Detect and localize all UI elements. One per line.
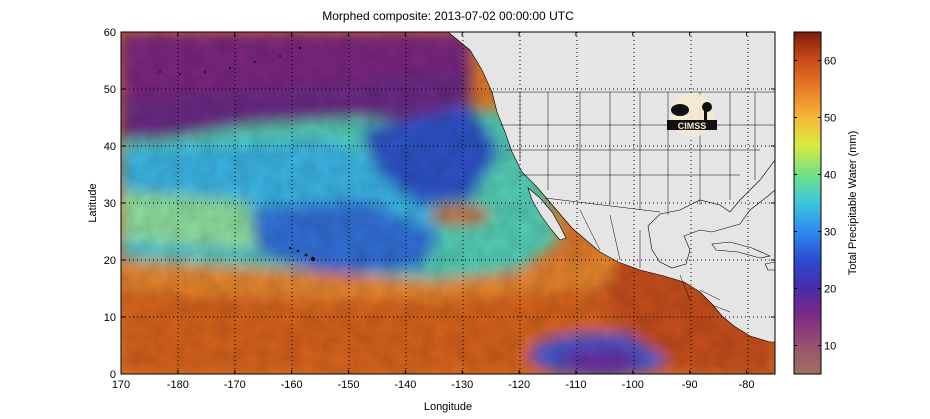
cimss-logo: CIMSS: [667, 93, 717, 137]
x-tick-label: -80: [739, 379, 755, 391]
y-tick-label: 40: [104, 141, 116, 153]
x-axis: 170 -180 -170 -160 -150 -140 -130 -120 -110 -100 -…: [112, 32, 755, 391]
baja-california: [527, 187, 567, 241]
y-tick-label: 30: [104, 198, 116, 210]
x-tick-label: -150: [337, 379, 359, 391]
hispaniola: [764, 261, 775, 271]
colorbar-tick-label: 30: [824, 227, 836, 239]
x-tick-label: -180: [167, 379, 189, 391]
colorbar: 10 20 30 40 50 60 Total Precipitable Water (m…: [793, 31, 859, 375]
colorbar-tick-label: 40: [824, 170, 836, 182]
x-tick-label: -170: [224, 379, 246, 391]
map-grid: [121, 32, 775, 374]
x-tick-label: 170: [112, 379, 130, 391]
y-tick-label: 60: [104, 27, 116, 39]
colorbar-tick-label: 20: [824, 284, 836, 296]
cuba: [711, 241, 771, 259]
x-tick-label: -130: [451, 379, 473, 391]
y-axis: 0 10 20 30 40 50 60: [104, 27, 775, 381]
aleutian-islands: [159, 46, 302, 75]
hawaii-islands: [288, 246, 316, 262]
x-tick-label: -120: [508, 379, 530, 391]
y-axis-label: Latitude: [87, 183, 99, 222]
x-tick-label: -100: [622, 379, 644, 391]
political-borders: [490, 91, 775, 313]
colorbar-ticks: 10 20 30 40 50 60: [794, 56, 836, 353]
colorbar-tick-label: 60: [824, 56, 836, 68]
x-axis-label: Longitude: [424, 401, 472, 413]
y-tick-label: 10: [104, 312, 116, 324]
tpw-map: CIMSS: [121, 32, 775, 374]
x-tick-label: -110: [565, 379, 586, 391]
colorbar-label: Total Precipitable Water (mm): [847, 131, 859, 275]
y-tick-label: 0: [110, 369, 116, 381]
logo-text: CIMSS: [678, 121, 707, 131]
x-tick-label: -140: [394, 379, 416, 391]
colorbar-gradient: [793, 31, 822, 375]
colorbar-tick-label: 50: [824, 113, 836, 125]
y-tick-label: 20: [104, 255, 116, 267]
x-tick-label: -160: [281, 379, 303, 391]
figure-title: Morphed composite: 2013-07-02 00:00:00 U…: [322, 9, 574, 23]
x-tick-label: -90: [682, 379, 698, 391]
y-tick-label: 50: [104, 84, 116, 96]
colorbar-tick-label: 10: [824, 341, 836, 353]
